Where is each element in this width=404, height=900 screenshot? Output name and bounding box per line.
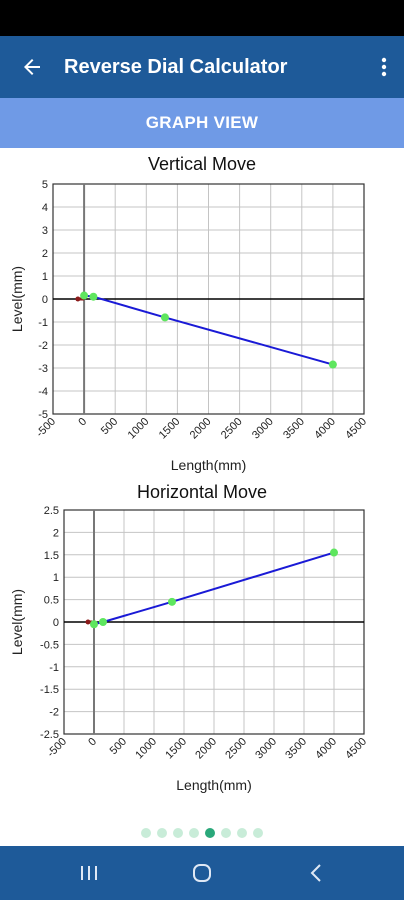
x-tick-label: 2000 bbox=[193, 736, 219, 762]
y-tick-label: 1 bbox=[53, 572, 59, 584]
y-tick-label: -3 bbox=[38, 363, 48, 375]
x-tick-label: 1000 bbox=[126, 416, 152, 442]
home-icon bbox=[193, 864, 211, 882]
more-vert-icon bbox=[381, 57, 387, 77]
nav-back-button[interactable] bbox=[298, 856, 334, 890]
y-tick-label: -0.5 bbox=[40, 639, 59, 651]
status-bar bbox=[0, 0, 404, 36]
x-tick-label: 4000 bbox=[312, 416, 338, 442]
y-tick-label: 0 bbox=[42, 294, 48, 306]
x-tick-label: 1500 bbox=[163, 736, 189, 762]
app-bar: Reverse Dial Calculator bbox=[0, 36, 404, 98]
data-point bbox=[80, 291, 89, 300]
page-dot bbox=[189, 828, 199, 838]
y-tick-label: 2 bbox=[42, 248, 48, 260]
y-tick-label: 2.5 bbox=[44, 505, 59, 517]
page-dot bbox=[157, 828, 167, 838]
data-point bbox=[168, 597, 176, 606]
y-tick-label: -2 bbox=[38, 340, 48, 352]
y-tick-label: -1 bbox=[38, 317, 48, 329]
x-tick-label: 1500 bbox=[157, 416, 183, 442]
series-line bbox=[93, 551, 335, 626]
data-point bbox=[328, 360, 337, 369]
x-tick-label: 500 bbox=[99, 416, 120, 437]
system-nav-bar bbox=[0, 846, 404, 900]
page-dot bbox=[237, 828, 247, 838]
x-tick-label: 1000 bbox=[133, 736, 159, 762]
page-dot bbox=[141, 828, 151, 838]
data-point bbox=[160, 313, 169, 322]
recents-button[interactable] bbox=[71, 856, 107, 890]
y-tick-label: -5 bbox=[38, 409, 48, 421]
x-tick-label: 2500 bbox=[219, 416, 245, 442]
origin-point bbox=[75, 296, 81, 302]
y-tick-label: 1 bbox=[42, 271, 48, 283]
page-indicator bbox=[0, 822, 404, 844]
arrow-left-icon bbox=[24, 59, 40, 75]
recents-icon bbox=[81, 866, 97, 880]
home-button[interactable] bbox=[184, 856, 220, 890]
y-tick-label: 5 bbox=[42, 179, 48, 191]
y-tick-label: -1.5 bbox=[40, 684, 59, 696]
y-axis-label: Level(mm) bbox=[9, 589, 25, 655]
y-tick-label: -4 bbox=[38, 386, 48, 398]
y-axis-label: Level(mm) bbox=[9, 266, 25, 332]
overflow-menu-button[interactable] bbox=[372, 47, 396, 87]
y-tick-label: 4 bbox=[42, 202, 48, 214]
page-dot bbox=[173, 828, 183, 838]
data-point bbox=[330, 548, 338, 557]
data-point bbox=[99, 618, 107, 626]
x-tick-label: 4500 bbox=[343, 736, 369, 762]
page-dot bbox=[205, 828, 215, 838]
x-tick-label: 3500 bbox=[281, 416, 307, 442]
app-title: Reverse Dial Calculator bbox=[64, 56, 288, 78]
page-dot bbox=[253, 828, 263, 838]
y-tick-label: 0.5 bbox=[44, 595, 59, 607]
y-tick-label: -1 bbox=[49, 662, 59, 674]
y-tick-label: 1.5 bbox=[44, 550, 59, 562]
x-axis-label: Length(mm) bbox=[171, 457, 246, 473]
back-button[interactable] bbox=[12, 47, 52, 87]
x-tick-label: 0 bbox=[86, 736, 99, 749]
x-tick-label: 4000 bbox=[313, 736, 339, 762]
y-tick-label: -2.5 bbox=[40, 729, 59, 741]
y-tick-label: 2 bbox=[53, 527, 59, 539]
y-tick-label: 0 bbox=[53, 617, 59, 629]
x-tick-label: 3000 bbox=[250, 416, 276, 442]
x-axis-label: Length(mm) bbox=[176, 777, 251, 793]
series-line bbox=[83, 294, 334, 366]
x-tick-label: 2000 bbox=[188, 416, 214, 442]
page-dot bbox=[221, 828, 231, 838]
data-point bbox=[90, 620, 98, 629]
data-point bbox=[89, 292, 98, 301]
x-tick-label: 2500 bbox=[223, 736, 249, 762]
x-tick-label: 500 bbox=[108, 736, 129, 757]
section-label: GRAPH VIEW bbox=[145, 113, 259, 132]
horizontal-chart-title: Horizontal Move bbox=[136, 482, 268, 502]
section-header: GRAPH VIEW bbox=[0, 98, 404, 148]
x-tick-label: 3500 bbox=[283, 736, 309, 762]
chevron-left-icon bbox=[310, 864, 321, 882]
x-tick-label: 3000 bbox=[253, 736, 279, 762]
x-tick-label: 0 bbox=[76, 416, 89, 429]
origin-point bbox=[85, 619, 91, 625]
vertical-chart-title: Vertical Move bbox=[147, 154, 257, 174]
horizontal-move-chart: 2.521.510.50-0.5-1-1.5-2-2.5-500 0 500 1000… bbox=[9, 505, 369, 793]
x-tick-label: 4500 bbox=[343, 416, 369, 442]
y-tick-label: -2 bbox=[49, 707, 59, 719]
y-tick-label: 3 bbox=[42, 225, 48, 237]
